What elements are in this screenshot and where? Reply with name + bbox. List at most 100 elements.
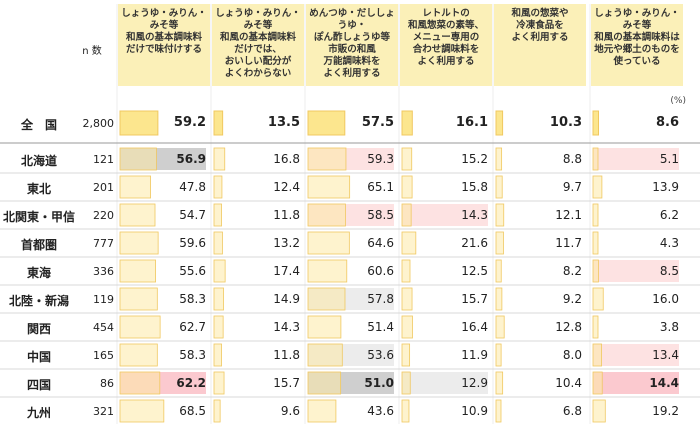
bar-7-5 xyxy=(495,315,505,339)
bar-10-1 xyxy=(119,399,165,423)
bar-4-4 xyxy=(401,231,417,255)
value-6-4: 15.7 xyxy=(461,292,488,306)
region-label-8: 中国 xyxy=(26,350,51,364)
value-1-5: 8.8 xyxy=(562,152,582,166)
column-header-6: しょうゆ・みりん・ みそ等 和風の基本調味料は 地元や郷土のものを 使っている xyxy=(591,4,683,86)
total-bar-2 xyxy=(213,110,224,136)
value-2-5: 9.7 xyxy=(562,180,582,194)
region-label-3: 北関東・甲信 xyxy=(2,210,75,224)
value-3-6: 6.2 xyxy=(659,208,679,222)
value-2-4: 15.8 xyxy=(461,180,488,194)
value-8-3: 53.6 xyxy=(367,348,394,362)
region-label-1: 北海道 xyxy=(20,154,57,168)
value-3-3: 58.5 xyxy=(367,208,394,222)
region-n-6: 119 xyxy=(93,293,114,306)
value-1-3: 59.3 xyxy=(367,152,394,166)
region-n-5: 336 xyxy=(93,265,114,278)
total-value-4: 16.1 xyxy=(455,115,488,130)
bar-8-3 xyxy=(307,343,343,367)
total-bar-6 xyxy=(592,110,600,136)
bar-8-2 xyxy=(213,343,222,367)
bar-1-2 xyxy=(213,147,226,171)
bar-5-2 xyxy=(213,259,226,283)
highlight-cell-1-6 xyxy=(593,148,679,170)
bar-4-3 xyxy=(307,231,350,255)
bar-9-3 xyxy=(307,371,342,395)
bar-1-1 xyxy=(119,147,157,171)
bar-10-4 xyxy=(401,399,410,423)
total-bar-5 xyxy=(495,110,504,136)
region-n-4: 777 xyxy=(93,237,114,250)
region-label-10: 九州 xyxy=(26,406,51,420)
value-10-3: 43.6 xyxy=(367,404,394,418)
value-7-5: 12.8 xyxy=(555,320,582,334)
bar-3-4 xyxy=(401,203,412,227)
bar-9-1 xyxy=(119,371,161,395)
value-4-2: 13.2 xyxy=(273,236,300,250)
bar-3-1 xyxy=(119,203,156,227)
bar-4-1 xyxy=(119,231,159,255)
bar-1-5 xyxy=(495,147,503,171)
region-n-9: 86 xyxy=(100,377,114,390)
bar-10-2 xyxy=(213,399,221,423)
value-8-1: 58.3 xyxy=(179,348,206,362)
value-10-5: 6.8 xyxy=(562,404,582,418)
bar-6-3 xyxy=(307,287,346,311)
value-5-3: 60.6 xyxy=(367,264,394,278)
bar-4-5 xyxy=(495,231,504,255)
bar-7-1 xyxy=(119,315,161,339)
bar-1-4 xyxy=(401,147,413,171)
value-2-1: 47.8 xyxy=(179,180,206,194)
bar-5-6 xyxy=(592,259,599,283)
value-4-6: 4.3 xyxy=(659,236,679,250)
value-9-6: 14.4 xyxy=(649,376,679,390)
value-8-6: 13.4 xyxy=(652,348,679,362)
bar-10-6 xyxy=(592,399,606,423)
total-row-label: 全 国 xyxy=(20,118,57,132)
value-7-6: 3.8 xyxy=(659,320,679,334)
value-10-1: 68.5 xyxy=(179,404,206,418)
region-label-7: 関西 xyxy=(26,322,51,336)
value-4-3: 64.6 xyxy=(367,236,394,250)
unit-label: (%) xyxy=(670,96,686,106)
bar-2-6 xyxy=(592,175,603,199)
value-3-1: 54.7 xyxy=(179,208,206,222)
bar-9-6 xyxy=(592,371,603,395)
value-7-1: 62.7 xyxy=(179,320,206,334)
bar-6-1 xyxy=(119,287,158,311)
highlight-cell-3-4 xyxy=(402,204,488,226)
bar-2-5 xyxy=(495,175,503,199)
region-n-7: 454 xyxy=(93,321,114,334)
value-1-2: 16.8 xyxy=(273,152,300,166)
value-6-5: 9.2 xyxy=(562,292,582,306)
value-5-2: 17.4 xyxy=(273,264,300,278)
bar-4-6 xyxy=(592,231,599,255)
bar-5-1 xyxy=(119,259,156,283)
value-3-5: 12.1 xyxy=(555,208,582,222)
bar-3-3 xyxy=(307,203,346,227)
bar-5-3 xyxy=(307,259,348,283)
bar-10-3 xyxy=(307,399,337,423)
region-label-2: 東北 xyxy=(26,182,51,196)
bar-2-2 xyxy=(213,175,223,199)
total-value-2: 13.5 xyxy=(267,115,300,130)
bar-6-4 xyxy=(401,287,413,311)
total-value-5: 10.3 xyxy=(549,115,582,130)
column-header-4: レトルトの 和風惣菜の素等、 メニュー専用の 合わせ調味料を よく利用する xyxy=(400,4,492,86)
bar-3-2 xyxy=(213,203,222,227)
value-10-4: 10.9 xyxy=(461,404,488,418)
bar-9-4 xyxy=(401,371,411,395)
bar-8-1 xyxy=(119,343,158,367)
bar-2-4 xyxy=(401,175,413,199)
total-n-value: 2,800 xyxy=(82,117,115,130)
bar-8-4 xyxy=(401,343,411,367)
bar-7-6 xyxy=(592,315,599,339)
highlight-cell-9-6 xyxy=(593,372,679,394)
value-5-5: 8.2 xyxy=(562,264,582,278)
total-value-3: 57.5 xyxy=(361,115,394,130)
region-n-8: 165 xyxy=(93,349,114,362)
bar-6-2 xyxy=(213,287,224,311)
value-2-6: 13.9 xyxy=(652,180,679,194)
total-bar-3 xyxy=(307,110,346,136)
